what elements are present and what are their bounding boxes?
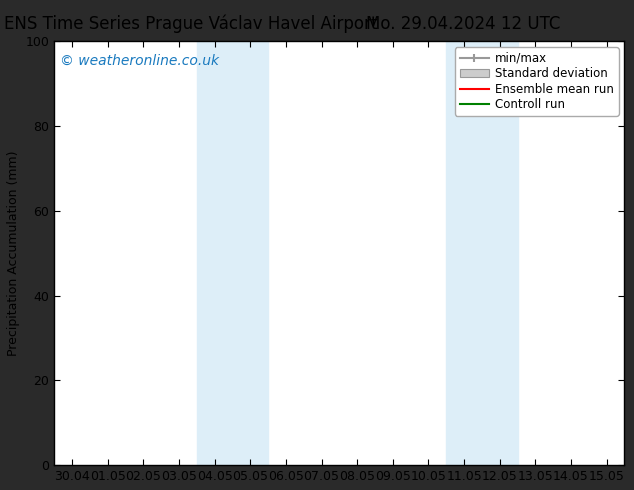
- Bar: [482, 41, 517, 465]
- Legend: min/max, Standard deviation, Ensemble mean run, Controll run: min/max, Standard deviation, Ensemble me…: [455, 47, 619, 116]
- Y-axis label: Precipitation Accumulation (mm): Precipitation Accumulation (mm): [7, 150, 20, 356]
- Text: ENS Time Series Prague Václav Havel Airport: ENS Time Series Prague Václav Havel Airp…: [4, 15, 377, 33]
- Text: Mo. 29.04.2024 12 UTC: Mo. 29.04.2024 12 UTC: [366, 15, 560, 33]
- Bar: [233, 41, 268, 465]
- Bar: [446, 41, 482, 465]
- Text: © weatheronline.co.uk: © weatheronline.co.uk: [60, 54, 219, 68]
- Bar: [197, 41, 233, 465]
